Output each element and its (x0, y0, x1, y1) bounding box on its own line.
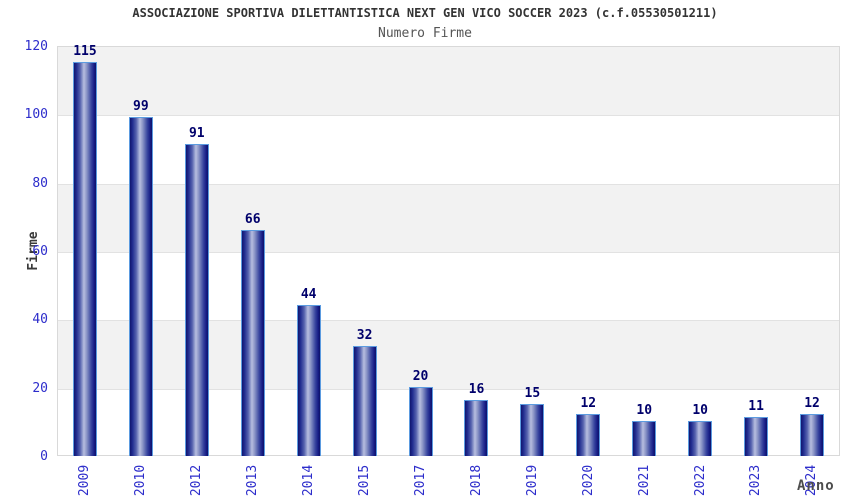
y-tick-label: 0 (40, 449, 48, 464)
gridline (58, 115, 839, 117)
bar: 10 (632, 404, 657, 456)
bar-slot: 12 (784, 397, 840, 456)
bar: 66 (240, 213, 265, 456)
y-tick-label: 40 (32, 312, 48, 328)
bar-slot: 91 (169, 127, 225, 456)
bar-value-label: 91 (188, 126, 205, 142)
x-tick-label: 2015 (357, 464, 373, 496)
bar: 91 (184, 127, 209, 456)
x-tick-label: 2013 (245, 464, 261, 496)
bar-value-label: 115 (73, 44, 97, 60)
bar: 12 (800, 397, 825, 456)
y-tick-label: 20 (32, 380, 48, 396)
bar-slot: 16 (449, 383, 505, 456)
x-tick-label: 2012 (189, 464, 205, 496)
bar-value-label: 66 (244, 211, 261, 227)
gridline (58, 320, 839, 322)
gridline (58, 183, 839, 185)
bar: 15 (520, 387, 545, 456)
bar-value-label: 32 (356, 327, 373, 343)
bar-value-label: 15 (524, 385, 541, 401)
bar-value-label: 20 (412, 368, 429, 384)
x-tick-label: 2017 (413, 464, 429, 496)
bar-value-label: 12 (804, 396, 820, 411)
x-tick-label: 2018 (468, 464, 484, 496)
x-tick-label: 2021 (636, 464, 652, 496)
bar-value-label: 11 (748, 399, 764, 415)
y-tick-label: 120 (24, 39, 48, 54)
bar-slot: 15 (504, 387, 560, 456)
bar-slot: 20 (393, 370, 449, 456)
bar: 11 (744, 400, 769, 456)
bar: 10 (688, 404, 713, 456)
y-tick-label: 60 (32, 244, 48, 259)
bar-slot: 11 (728, 400, 784, 456)
bar: 12 (576, 397, 601, 456)
bar-value-label: 10 (636, 402, 653, 418)
bar: 20 (408, 370, 433, 456)
bar-slot: 44 (281, 288, 337, 456)
chart-subtitle: Numero Firme (378, 26, 472, 41)
x-axis-title: Anno (797, 478, 835, 494)
x-tick-label: 2010 (133, 464, 149, 496)
bar: 44 (296, 288, 321, 456)
bar-value-label: 99 (133, 98, 149, 114)
x-tick-label: 2022 (692, 464, 708, 496)
bar-slot: 66 (225, 213, 281, 456)
bar-value-label: 44 (300, 286, 317, 302)
bar-value-label: 10 (692, 402, 708, 418)
chart-title: ASSOCIAZIONE SPORTIVA DILETTANTISTICA NE… (132, 6, 718, 20)
bar: 115 (72, 45, 97, 456)
bar-slot: 32 (337, 329, 393, 456)
x-tick-label: 2020 (580, 464, 596, 496)
plot-band (58, 47, 839, 116)
x-tick-label: 2009 (77, 464, 93, 496)
y-tick-label: 80 (32, 175, 48, 191)
bar: 32 (352, 329, 377, 456)
bar-slot: 99 (113, 100, 169, 456)
x-tick-label: 2023 (748, 464, 764, 496)
bar: 16 (464, 383, 489, 456)
bar-slot: 10 (616, 404, 672, 456)
bar-slot: 115 (57, 45, 113, 456)
x-tick-label: 2014 (301, 464, 317, 496)
y-tick-label: 100 (24, 107, 48, 123)
bar-value-label: 12 (580, 396, 597, 411)
bar-slot: 10 (672, 404, 728, 456)
x-tick-label: 2019 (524, 464, 540, 496)
bar-value-label: 16 (468, 382, 485, 398)
gridline (58, 252, 839, 253)
gridline (58, 388, 839, 390)
bar-slot: 12 (560, 397, 616, 456)
bar: 99 (128, 100, 153, 456)
